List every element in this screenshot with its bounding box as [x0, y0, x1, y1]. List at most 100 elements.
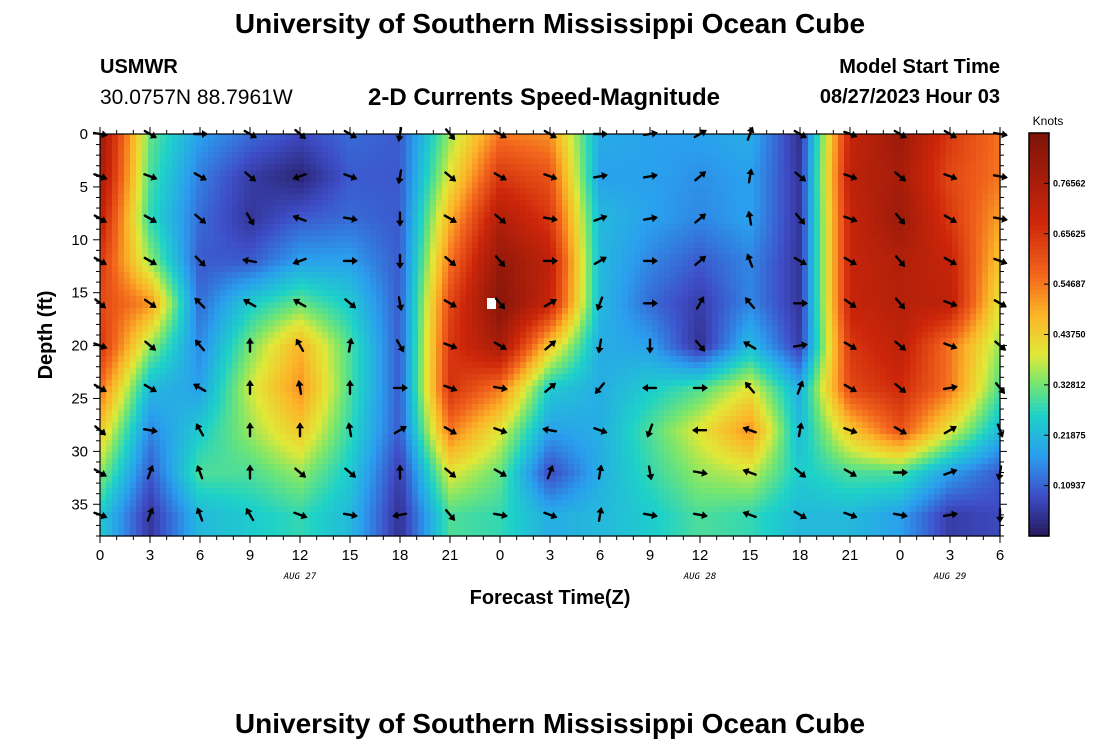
heatmap-cell: [340, 278, 347, 285]
heatmap-cell: [448, 314, 455, 321]
heatmap-cell: [502, 338, 509, 345]
heatmap-cell: [424, 434, 431, 441]
heatmap-cell: [148, 410, 155, 417]
heatmap-cell: [100, 446, 107, 453]
heatmap-cell: [478, 200, 485, 207]
heatmap-cell: [310, 146, 317, 153]
heatmap-cell: [460, 140, 467, 147]
heatmap-cell: [466, 368, 473, 375]
heatmap-cell: [424, 380, 431, 387]
heatmap-cell: [316, 338, 323, 345]
heatmap-cell: [334, 320, 341, 327]
heatmap-cell: [160, 194, 167, 201]
heatmap-cell: [298, 392, 305, 399]
heatmap-cell: [484, 278, 491, 285]
heatmap-cell: [214, 392, 221, 399]
heatmap-cell: [472, 518, 479, 525]
heatmap-cell: [466, 140, 473, 147]
heatmap-cell: [310, 500, 317, 507]
heatmap-cell: [514, 350, 521, 357]
heatmap-cell: [364, 146, 371, 153]
heatmap-cell: [430, 440, 437, 447]
heatmap-cell: [412, 308, 419, 315]
heatmap-cell: [358, 500, 365, 507]
heatmap-cell: [160, 476, 167, 483]
heatmap-cell: [190, 416, 197, 423]
heatmap-cell: [112, 494, 119, 501]
heatmap-cell: [166, 410, 173, 417]
heatmap-cell: [442, 404, 449, 411]
heatmap-cell: [370, 464, 377, 471]
heatmap-cell: [442, 260, 449, 267]
heatmap-cell: [478, 140, 485, 147]
heatmap-cell: [208, 446, 215, 453]
heatmap-cell: [442, 134, 449, 141]
heatmap-cell: [124, 362, 131, 369]
heatmap-cell: [298, 170, 305, 177]
heatmap-cell: [544, 236, 551, 243]
heatmap-cell: [166, 368, 173, 375]
heatmap-cell: [508, 338, 515, 345]
heatmap-cell: [142, 368, 149, 375]
heatmap-cell: [292, 236, 299, 243]
heatmap-cell: [172, 260, 179, 267]
heatmap-cell: [442, 332, 449, 339]
heatmap-cell: [112, 392, 119, 399]
heatmap-cell: [208, 476, 215, 483]
heatmap-cell: [412, 452, 419, 459]
heatmap-cell: [244, 290, 251, 297]
heatmap-cell: [484, 428, 491, 435]
heatmap-cell: [424, 362, 431, 369]
heatmap-cell: [154, 212, 161, 219]
heatmap-cell: [142, 416, 149, 423]
heatmap-cell: [490, 488, 497, 495]
heatmap-cell: [364, 332, 371, 339]
heatmap-cell: [202, 320, 209, 327]
heatmap-cell: [520, 494, 527, 501]
heatmap-cell: [442, 152, 449, 159]
heatmap-cell: [292, 152, 299, 159]
heatmap-cell: [196, 368, 203, 375]
heatmap-cell: [274, 410, 281, 417]
heatmap-cell: [286, 248, 293, 255]
heatmap-cell: [406, 434, 413, 441]
heatmap-cell: [184, 440, 191, 447]
heatmap-cell: [268, 518, 275, 525]
heatmap-cell: [274, 170, 281, 177]
heatmap-cell: [334, 146, 341, 153]
heatmap-cell: [274, 242, 281, 249]
heatmap-cell: [418, 530, 425, 537]
heatmap-cell: [508, 140, 515, 147]
heatmap-cell: [328, 428, 335, 435]
heatmap-cell: [322, 524, 329, 531]
heatmap-cell: [412, 326, 419, 333]
heatmap-cell: [124, 368, 131, 375]
heatmap-cell: [520, 422, 527, 429]
heatmap-cell: [292, 284, 299, 291]
heatmap-cell: [316, 404, 323, 411]
heatmap-cell: [124, 404, 131, 411]
heatmap-cell: [226, 254, 233, 261]
heatmap-cell: [226, 176, 233, 183]
heatmap-cell: [346, 278, 353, 285]
heatmap-cell: [232, 422, 239, 429]
heatmap-cell: [286, 488, 293, 495]
heatmap-cell: [226, 212, 233, 219]
heatmap-cell: [472, 326, 479, 333]
heatmap-cell: [490, 410, 497, 417]
heatmap-cell: [166, 188, 173, 195]
heatmap-cell: [202, 416, 209, 423]
heatmap-cell: [382, 428, 389, 435]
heatmap-cell: [454, 266, 461, 273]
heatmap-cell: [112, 374, 119, 381]
heatmap-cell: [298, 524, 305, 531]
heatmap-cell: [124, 428, 131, 435]
heatmap-cell: [226, 374, 233, 381]
heatmap-cell: [454, 164, 461, 171]
heatmap-cell: [196, 170, 203, 177]
heatmap-cell: [166, 398, 173, 405]
heatmap-cell: [424, 314, 431, 321]
heatmap-cell: [106, 344, 113, 351]
heatmap-cell: [322, 362, 329, 369]
heatmap-cell: [496, 494, 503, 501]
